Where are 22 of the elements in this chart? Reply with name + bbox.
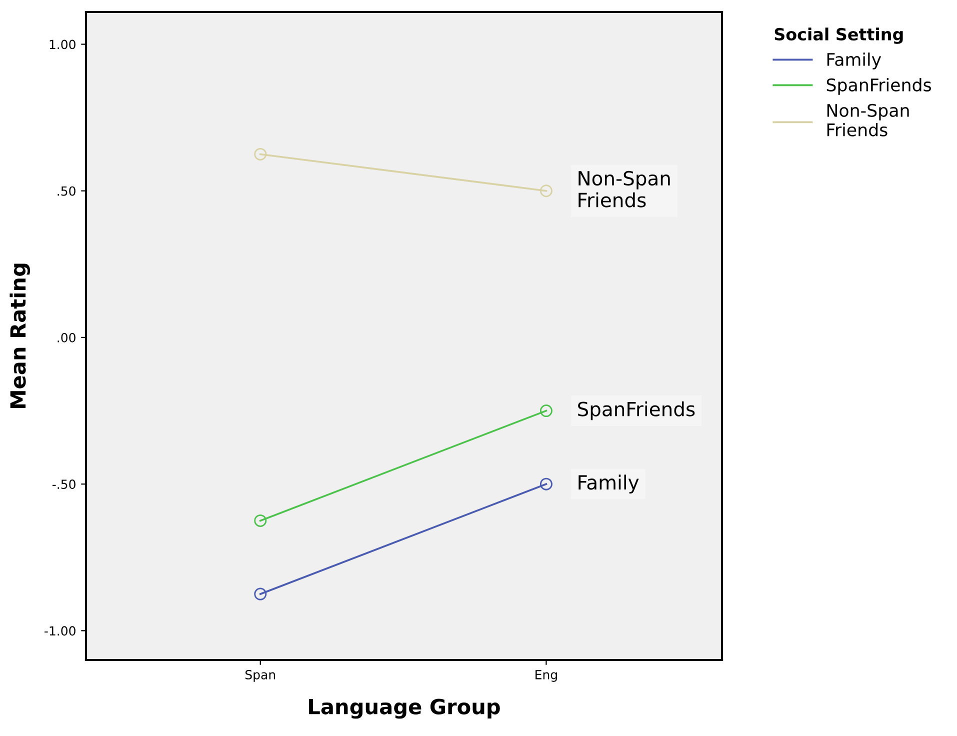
y-tick-label: .50	[58, 186, 76, 196]
point	[540, 404, 552, 418]
y-tick-label: -1.00	[44, 626, 76, 636]
x-axis-title: Language Group	[309, 698, 500, 719]
annotation: SpanFriends	[578, 401, 695, 420]
annotation: Family	[578, 474, 639, 494]
point	[254, 514, 267, 527]
legend-label: Non-Span Friends	[827, 104, 909, 136]
y-tick-label: -.50	[52, 480, 76, 489]
x-tick-label: Span	[245, 670, 276, 682]
point	[254, 588, 267, 600]
legend-title: Social Setting	[774, 28, 903, 44]
annotation: Non-Span Friends	[578, 170, 670, 208]
point	[540, 478, 552, 490]
y-tick-label: .00	[58, 332, 76, 342]
y-axis-title: Mean Rating	[10, 264, 30, 408]
y-tick-label: 1.00	[50, 40, 76, 50]
legend-label: Family	[827, 52, 882, 70]
legend-label: SpanFriends	[826, 78, 931, 95]
point	[540, 184, 552, 198]
point	[254, 148, 267, 160]
x-tick-label: Eng	[536, 670, 557, 682]
